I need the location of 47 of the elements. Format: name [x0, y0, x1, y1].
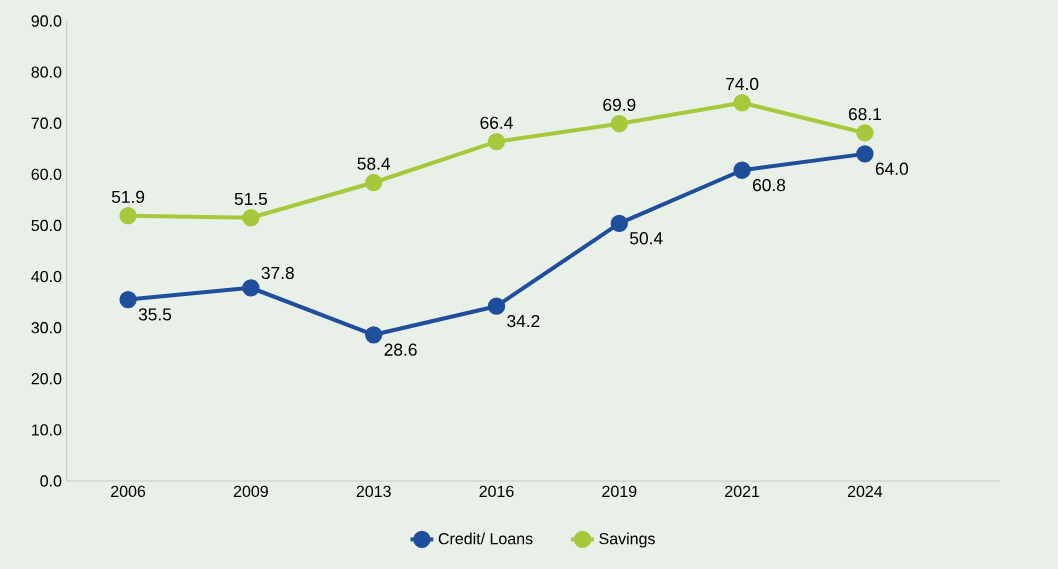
y-tick-label: 40.0 — [31, 270, 62, 283]
point — [610, 115, 628, 133]
data-label: 60.8 — [753, 178, 786, 192]
data-label: 28.6 — [384, 343, 417, 356]
point — [119, 290, 137, 309]
data-label: 51.5 — [234, 192, 268, 206]
point — [242, 279, 260, 297]
y-tick-label: 90.0 — [31, 15, 62, 27]
data-label: 58.4 — [357, 157, 391, 170]
y-tick-label: 10.0 — [32, 424, 62, 436]
data-label: 35.5 — [138, 308, 172, 321]
data-label: 34.2 — [507, 314, 540, 328]
data-label: 37.8 — [261, 266, 294, 280]
y-tick-label: 20.0 — [31, 373, 62, 385]
x-tick-label: 2016 — [479, 485, 514, 498]
x-tick-label: 2021 — [725, 485, 760, 498]
y-tick-label: 30.0 — [31, 322, 62, 334]
y-tick-label: 80.0 — [31, 66, 62, 78]
data-label: 69.9 — [603, 98, 636, 112]
point — [856, 124, 874, 142]
y-tick-label: 50.0 — [31, 219, 62, 232]
data-label: 51.9 — [111, 190, 145, 204]
x-tick-label: 2009 — [233, 485, 268, 498]
y-tick-label: 60.0 — [31, 168, 62, 180]
data-label: 50.4 — [630, 232, 663, 245]
legend-label: Savings — [599, 532, 655, 548]
point — [610, 214, 628, 233]
data-label: 68.1 — [848, 107, 881, 121]
point — [733, 161, 751, 179]
data-label: 66.4 — [480, 116, 513, 129]
point — [242, 209, 260, 227]
x-tick-label: 2019 — [602, 485, 637, 498]
data-label: 64.0 — [875, 162, 909, 175]
legend-label: Credit/ Loans — [438, 532, 533, 545]
x-tick-label: 2024 — [847, 485, 883, 498]
point — [119, 207, 137, 225]
point — [856, 145, 874, 163]
point — [733, 94, 751, 112]
point — [487, 297, 506, 315]
point — [365, 326, 383, 344]
point — [365, 173, 383, 192]
x-tick-label: 2013 — [356, 485, 391, 498]
x-tick-label: 2006 — [111, 485, 146, 498]
y-tick-label: 70.0 — [31, 117, 62, 129]
y-tick-label: 0.0 — [40, 475, 62, 487]
point — [487, 132, 506, 151]
data-label: 74.0 — [726, 77, 759, 91]
